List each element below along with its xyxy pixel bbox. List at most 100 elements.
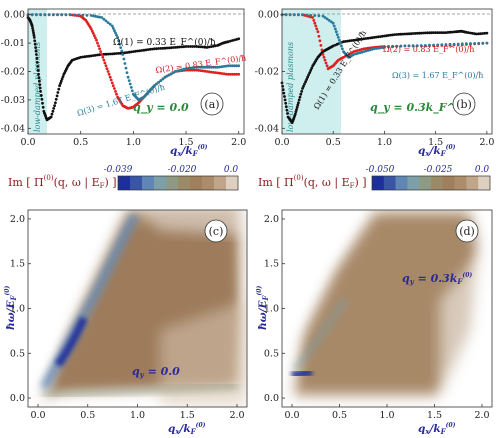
- data-point-series-1: [61, 75, 65, 78]
- data-point-series-1: [148, 47, 152, 51]
- data-point-series-1: [104, 52, 108, 56]
- data-point-series-3: [335, 33, 339, 36]
- annotation-omega2: Ω(2) = 0.83 E_F^(0)/ħ: [383, 45, 474, 54]
- data-point-series-2: [322, 55, 326, 59]
- colorbar-swatch: [442, 176, 455, 190]
- outer-fade: [282, 210, 360, 407]
- data-point-series-3: [313, 14, 317, 17]
- data-point-series-1: [37, 76, 41, 80]
- y-tick-label: -0.03: [1, 95, 25, 106]
- data-point-series-1: [413, 32, 417, 35]
- data-point-series-2: [360, 47, 364, 51]
- data-point-series-3: [317, 14, 321, 18]
- data-point-series-3: [100, 16, 104, 19]
- data-point-series-1: [134, 49, 137, 53]
- data-point-series-1: [203, 45, 207, 49]
- data-point-series-3: [309, 13, 313, 17]
- data-point-series-3: [123, 62, 127, 65]
- data-point-series-3: [460, 42, 464, 46]
- data-point-series-2: [101, 55, 105, 59]
- data-point-series-3: [182, 67, 186, 71]
- y-tick-label: 0.5: [10, 348, 25, 359]
- data-point-series-1: [370, 36, 374, 40]
- axis-ticks: 0.0 0.5 1.0 1.5 2.0 0.0 0.5 1.0 1.5 2.0: [264, 214, 490, 421]
- data-point-series-2: [313, 21, 317, 25]
- data-point-series-1: [440, 31, 444, 34]
- data-point-series-1: [331, 44, 335, 48]
- data-point-series-3: [205, 65, 209, 69]
- data-point-series-1: [209, 45, 213, 48]
- y-tick-label: -0.04: [1, 123, 25, 134]
- data-point-series-1: [417, 31, 421, 35]
- data-point-series-1: [442, 31, 446, 34]
- data-point-series-1: [38, 83, 42, 86]
- data-point-series-3: [94, 14, 97, 18]
- colorbar-swatch: [142, 176, 155, 190]
- x-tick-label: 1.5: [427, 410, 442, 421]
- y-tick-label: 0.0: [10, 393, 25, 404]
- data-point-series-3: [325, 17, 329, 21]
- data-point-series-3: [327, 19, 331, 22]
- data-point-series-3: [153, 84, 156, 88]
- data-point-series-1: [138, 49, 142, 53]
- data-point-series-2: [110, 81, 114, 85]
- data-point-series-1: [405, 32, 409, 36]
- data-point-series-3: [161, 77, 165, 81]
- data-point-series-1: [98, 53, 101, 57]
- data-point-series-2: [312, 19, 316, 22]
- y-tick-label: 1.0: [10, 304, 25, 315]
- data-point-series-1: [307, 73, 310, 77]
- data-point-series-2: [95, 38, 98, 42]
- data-point-series-2: [98, 47, 101, 51]
- data-point-series-2: [91, 32, 95, 35]
- data-point-series-3: [411, 44, 415, 48]
- data-point-series-3: [89, 14, 93, 17]
- data-point-series-3: [121, 53, 125, 56]
- data-point-series-3: [222, 65, 226, 68]
- data-point-series-1: [399, 32, 403, 36]
- data-point-series-2: [226, 72, 230, 76]
- data-point-series-3: [201, 65, 205, 69]
- data-point-series-3: [85, 14, 89, 17]
- data-point-series-3: [336, 36, 340, 39]
- data-point-series-1: [310, 66, 314, 70]
- data-point-series-3: [51, 13, 55, 17]
- data-point-series-1: [110, 52, 114, 56]
- data-point-series-3: [452, 42, 456, 46]
- data-point-series-3: [73, 13, 76, 17]
- condition-label: q_y = 0.3k_F^(0): [370, 101, 474, 115]
- data-point-series-3: [108, 22, 112, 26]
- data-point-series-1: [300, 90, 304, 93]
- data-point-series-2: [209, 70, 213, 74]
- data-point-series-3: [292, 13, 296, 17]
- data-point-series-2: [356, 49, 360, 52]
- data-point-series-1: [33, 42, 37, 46]
- data-point-series-2: [94, 36, 97, 40]
- data-point-series-3: [122, 57, 126, 61]
- data-point-series-2: [188, 68, 192, 72]
- data-point-series-1: [34, 46, 37, 49]
- data-point-series-2: [191, 68, 194, 72]
- data-point-series-1: [96, 53, 99, 57]
- panel-badge-circle: [452, 92, 476, 116]
- data-point-series-1: [79, 55, 83, 59]
- x-tick-label: 0.5: [80, 410, 95, 421]
- data-point-series-2: [228, 72, 232, 76]
- data-point-series-1: [106, 52, 110, 56]
- y-tick-label: -0.01: [1, 38, 25, 49]
- data-point-series-3: [432, 43, 435, 47]
- data-point-series-3: [415, 44, 419, 47]
- x-tick-label: 2.0: [479, 137, 494, 148]
- data-point-series-2: [317, 34, 321, 38]
- data-point-series-2: [89, 27, 93, 31]
- colorbar-swatch: [166, 176, 179, 190]
- data-point-series-1: [35, 57, 39, 60]
- data-point-series-3: [60, 13, 64, 17]
- data-point-series-1: [283, 98, 287, 102]
- x-tick-label: 2.0: [229, 410, 244, 421]
- data-point-series-1: [299, 92, 303, 96]
- data-point-series-3: [117, 39, 120, 43]
- data-point-series-1: [127, 50, 131, 54]
- data-point-series-1: [438, 31, 442, 34]
